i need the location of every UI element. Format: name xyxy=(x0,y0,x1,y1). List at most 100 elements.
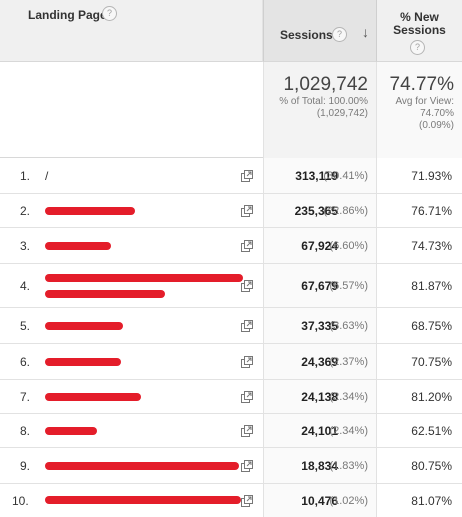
open-in-new-window-icon[interactable] xyxy=(241,169,253,182)
sessions-percent: (2.34%) xyxy=(329,390,368,403)
new-sessions-value: 74.73% xyxy=(411,238,452,253)
new-sessions-total-cell: 74.77% Avg for View: 74.70% (0.09%) xyxy=(377,62,462,158)
new-sessions-value: 81.07% xyxy=(411,493,452,508)
sessions-cell: 235,365 (22.86%) xyxy=(263,194,377,227)
new-sessions-header-line2: Sessions xyxy=(393,23,446,37)
sessions-cell: 313,119 (30.41%) xyxy=(263,158,377,193)
open-in-new-window-icon[interactable] xyxy=(241,239,253,252)
totals-row: 1,029,742 % of Total: 100.00% (1,029,742… xyxy=(0,62,462,158)
new-sessions-header-line1: % New xyxy=(400,10,439,24)
sessions-total-value: 1,029,742 xyxy=(283,74,368,95)
new-sessions-value: 62.51% xyxy=(411,423,452,438)
sessions-percent: (2.34%) xyxy=(329,424,368,437)
redacted-page-path[interactable] xyxy=(45,207,135,215)
open-in-new-window-icon[interactable] xyxy=(241,424,253,437)
row-number: 5. xyxy=(20,318,31,333)
sessions-percent: (30.41%) xyxy=(323,169,368,182)
table-row: 9. 18,834 (1.83%) 80.75% xyxy=(0,448,462,484)
sessions-percent: (1.83%) xyxy=(329,459,368,472)
avg-for-view-label: Avg for View: xyxy=(395,96,454,107)
redacted-page-path[interactable] xyxy=(45,358,121,366)
new-sessions-value: 71.93% xyxy=(411,168,452,183)
redacted-page-path[interactable] xyxy=(45,462,239,470)
row-number: 6. xyxy=(20,354,31,369)
sessions-percent: (1.02%) xyxy=(329,494,368,507)
open-in-new-window-icon[interactable] xyxy=(241,494,253,507)
row-number: 7. xyxy=(20,389,31,404)
sessions-cell: 67,924 (6.60%) xyxy=(263,228,377,263)
open-in-new-window-icon[interactable] xyxy=(241,319,253,332)
row-number: 4. xyxy=(20,278,31,293)
open-in-new-window-icon[interactable] xyxy=(241,279,253,292)
sessions-cell: 67,679 (6.57%) xyxy=(263,264,377,307)
help-icon[interactable]: ? xyxy=(332,27,347,42)
row-number: 3. xyxy=(20,238,31,253)
sessions-value: 67,924 xyxy=(301,238,338,253)
open-in-new-window-icon[interactable] xyxy=(241,390,253,403)
sessions-column-header[interactable]: Sessions ? ↓ xyxy=(263,0,377,62)
redacted-page-path[interactable] xyxy=(45,496,241,504)
landing-page-column-header[interactable]: Landing Page ? xyxy=(0,0,263,62)
row-number: 10. xyxy=(12,493,29,508)
sessions-value: 24,101 xyxy=(301,423,338,438)
sessions-total-absolute: (1,029,742) xyxy=(316,108,368,119)
help-icon[interactable]: ? xyxy=(102,6,117,21)
table-row: 8. 24,101 (2.34%) 62.51% xyxy=(0,414,462,448)
sessions-cell: 18,834 (1.83%) xyxy=(263,448,377,483)
sessions-percent: (6.60%) xyxy=(329,239,368,252)
new-sessions-value: 81.20% xyxy=(411,389,452,404)
open-in-new-window-icon[interactable] xyxy=(241,204,253,217)
redacted-page-path[interactable] xyxy=(45,274,243,282)
sessions-cell: 37,335 (3.63%) xyxy=(263,308,377,343)
table-row: 1. / 313,119 (30.41%) 71.93% xyxy=(0,158,462,194)
sort-descending-icon[interactable]: ↓ xyxy=(362,24,369,40)
sessions-value: 24,138 xyxy=(301,389,338,404)
table-row: 10. 10,476 (1.02%) 81.07% xyxy=(0,484,462,517)
avg-for-view-delta: (0.09%) xyxy=(418,120,454,131)
table-row: 2. 235,365 (22.86%) 76.71% xyxy=(0,194,462,228)
redacted-page-path[interactable] xyxy=(45,322,123,330)
help-icon[interactable]: ? xyxy=(410,40,425,55)
redacted-page-path[interactable] xyxy=(45,242,111,250)
row-number: 9. xyxy=(20,458,31,473)
sessions-percent: (2.37%) xyxy=(329,355,368,368)
sessions-value: 18,834 xyxy=(301,458,338,473)
new-sessions-value: 81.87% xyxy=(411,278,452,293)
open-in-new-window-icon[interactable] xyxy=(241,459,253,472)
new-sessions-total-value: 74.77% xyxy=(389,74,454,95)
sessions-header-label: Sessions xyxy=(280,28,333,42)
sessions-total-cell: 1,029,742 % of Total: 100.00% (1,029,742… xyxy=(263,62,377,158)
table-row: 4. 67,679 (6.57%) 81.87% xyxy=(0,264,462,308)
sessions-cell: 24,138 (2.34%) xyxy=(263,380,377,413)
new-sessions-value: 80.75% xyxy=(411,458,452,473)
landing-page-link[interactable]: / xyxy=(45,168,49,183)
sessions-value: 24,369 xyxy=(301,354,338,369)
sessions-percent: (6.57%) xyxy=(329,279,368,292)
open-in-new-window-icon[interactable] xyxy=(241,355,253,368)
redacted-page-path[interactable] xyxy=(45,427,97,435)
sessions-value: 67,679 xyxy=(301,278,338,293)
sessions-value: 37,335 xyxy=(301,318,338,333)
redacted-page-path[interactable] xyxy=(45,393,141,401)
sessions-cell: 24,101 (2.34%) xyxy=(263,414,377,447)
new-sessions-column-header[interactable]: % New Sessions ? xyxy=(377,0,462,62)
sessions-cell: 24,369 (2.37%) xyxy=(263,344,377,379)
sessions-percent: (3.63%) xyxy=(329,319,368,332)
sessions-value: 10,476 xyxy=(301,493,338,508)
redacted-page-path-continued xyxy=(45,290,165,298)
table-row: 3. 67,924 (6.60%) 74.73% xyxy=(0,228,462,264)
sessions-total-percent: % of Total: 100.00% xyxy=(279,96,368,107)
sessions-value: 235,365 xyxy=(294,203,338,218)
row-number: 2. xyxy=(20,203,31,218)
new-sessions-value: 68.75% xyxy=(411,318,452,333)
landing-page-header-label: Landing Page xyxy=(28,8,107,22)
table-row: 7. 24,138 (2.34%) 81.20% xyxy=(0,380,462,414)
new-sessions-value: 76.71% xyxy=(411,203,452,218)
row-number: 1. xyxy=(20,168,31,183)
sessions-value: 313,119 xyxy=(295,168,338,183)
sessions-cell: 10,476 (1.02%) xyxy=(263,484,377,517)
new-sessions-value: 70.75% xyxy=(411,354,452,369)
sessions-percent: (22.86%) xyxy=(323,204,368,217)
table-row: 5. 37,335 (3.63%) 68.75% xyxy=(0,308,462,344)
